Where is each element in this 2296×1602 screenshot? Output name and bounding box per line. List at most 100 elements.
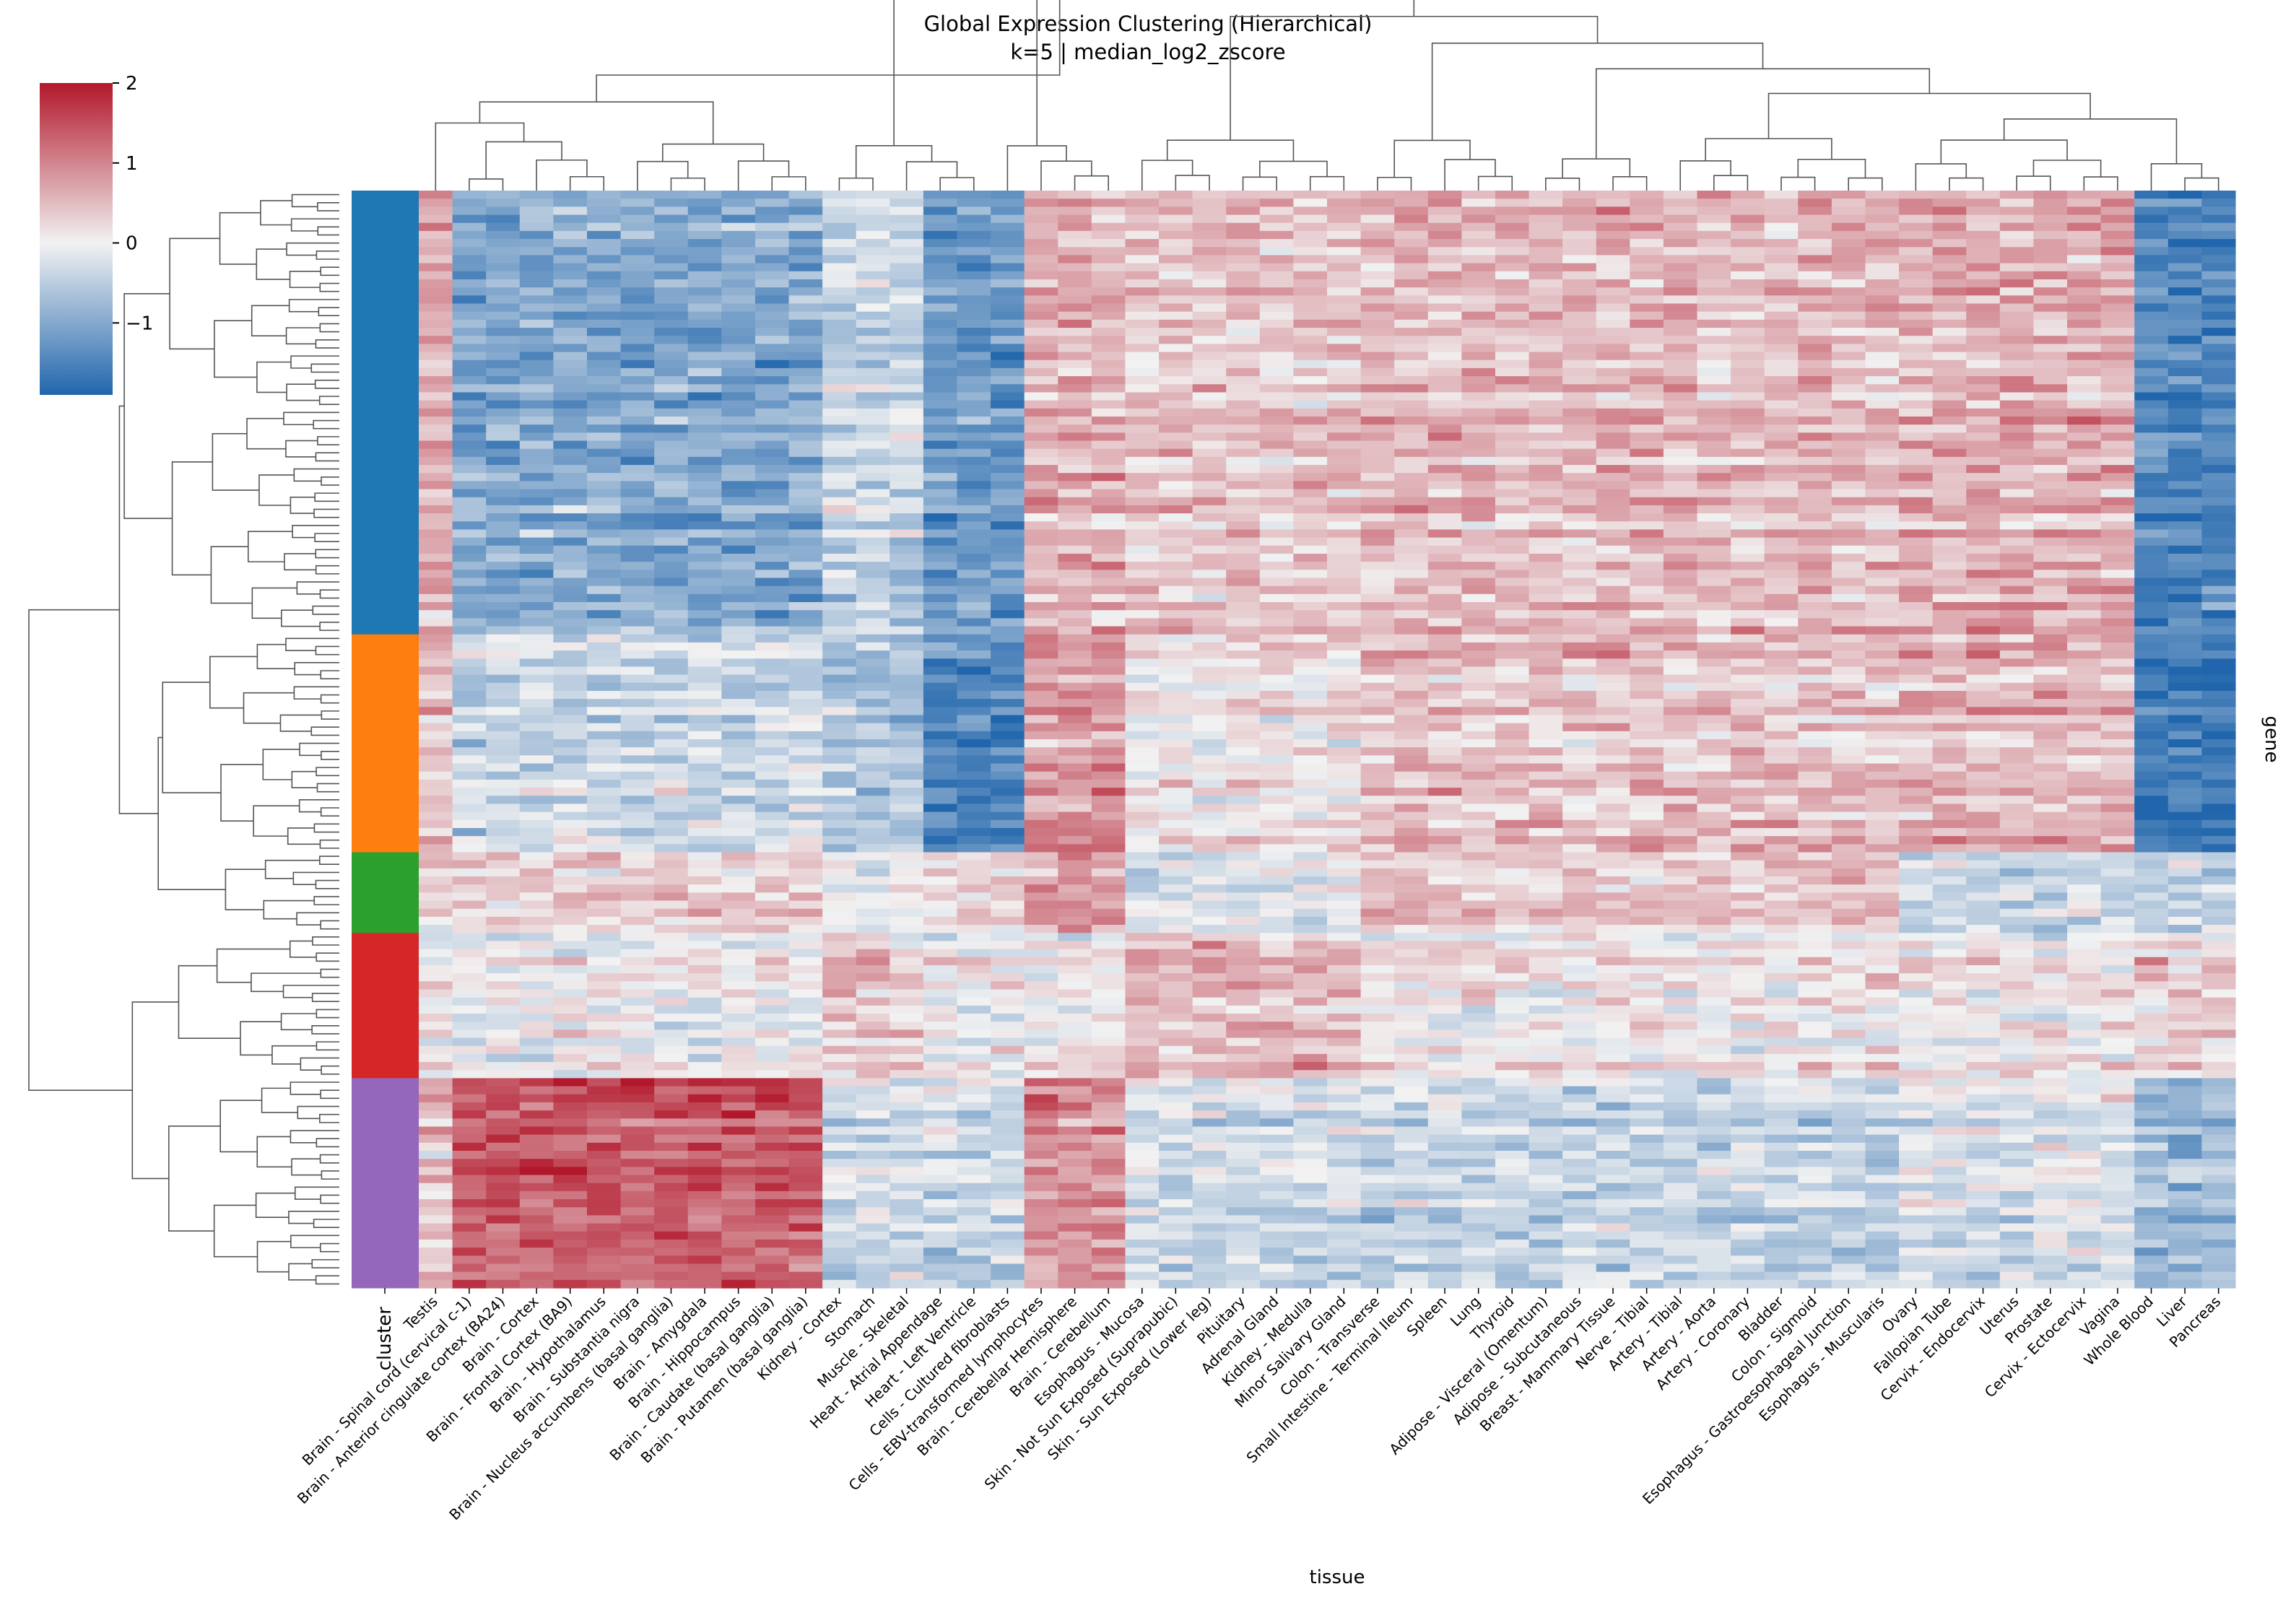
heatmap-cell: [587, 869, 621, 877]
heatmap-cell: [890, 788, 923, 796]
heatmap-cell: [654, 303, 688, 312]
heatmap-cell: [1731, 336, 1765, 344]
heatmap-cell: [1865, 780, 1899, 788]
heatmap-cell: [822, 264, 856, 272]
heatmap-cell: [587, 392, 621, 401]
heatmap-cell: [1899, 643, 1933, 651]
heatmap-cell: [1159, 336, 1193, 344]
heatmap-cell: [2201, 715, 2235, 723]
heatmap-cell: [1025, 707, 1058, 715]
heatmap-cell: [755, 239, 789, 248]
heatmap-cell: [721, 223, 755, 232]
heatmap-cell: [1159, 707, 1193, 715]
heatmap-cell: [1765, 231, 1799, 240]
heatmap-cell: [2000, 635, 2034, 643]
heatmap-cell: [621, 772, 655, 780]
heatmap-cell: [1765, 247, 1799, 256]
heatmap-cell: [1731, 764, 1765, 772]
heatmap-cell: [1092, 199, 1126, 207]
heatmap-cell: [2033, 884, 2067, 893]
heatmap-cell: [1865, 554, 1899, 562]
heatmap-cell: [1428, 287, 1462, 296]
heatmap-cell: [1226, 344, 1260, 352]
heatmap-cell: [2201, 215, 2235, 224]
heatmap-cell: [1966, 731, 2000, 740]
heatmap-cell: [1428, 820, 1462, 829]
heatmap-cell: [2067, 360, 2101, 369]
heatmap-cell: [1428, 360, 1462, 369]
heatmap-cell: [1933, 295, 1967, 304]
heatmap-cell: [1697, 417, 1731, 425]
heatmap-cell: [1664, 271, 1697, 280]
heatmap-cell: [1428, 602, 1462, 611]
heatmap-cell: [1731, 780, 1765, 788]
heatmap-cell: [1495, 465, 1529, 474]
dendrogram-link: [316, 251, 339, 259]
heatmap-cell: [1159, 199, 1193, 207]
heatmap-cell: [1529, 772, 1563, 780]
heatmap-cell: [923, 538, 957, 547]
heatmap-cell: [1664, 731, 1697, 740]
heatmap-cell: [1327, 376, 1361, 385]
dendrogram-link: [316, 566, 339, 574]
heatmap-cell: [1193, 747, 1227, 756]
heatmap-cell: [1832, 723, 1866, 732]
heatmap-cell: [1495, 199, 1529, 207]
heatmap-cell: [1058, 336, 1092, 344]
heatmap-cell: [1966, 796, 2000, 804]
heatmap-cell: [856, 683, 890, 692]
heatmap-cell: [2067, 788, 2101, 796]
heatmap-cell: [1630, 481, 1664, 489]
heatmap-cell: [1361, 199, 1395, 207]
heatmap-cell: [1394, 538, 1428, 547]
heatmap-cell: [2134, 796, 2168, 804]
heatmap-cell: [856, 747, 890, 756]
heatmap-cell: [419, 312, 453, 321]
heatmap-cell: [1596, 602, 1630, 611]
heatmap-cell: [1798, 360, 1832, 369]
heatmap-cell: [890, 650, 923, 659]
heatmap-cell: [2201, 876, 2235, 885]
heatmap-cell: [1058, 876, 1092, 885]
heatmap-cell: [890, 892, 923, 901]
heatmap-cell: [1664, 303, 1697, 312]
heatmap-cell: [1933, 635, 1967, 643]
heatmap-cell: [1664, 739, 1697, 748]
heatmap-cell: [1293, 828, 1327, 837]
heatmap-cell: [1092, 627, 1126, 635]
heatmap-cell: [621, 303, 655, 312]
dendrogram-link: [1243, 177, 1277, 191]
heatmap-cell: [2134, 368, 2168, 377]
heatmap-cell: [1092, 320, 1126, 328]
heatmap-cell: [2000, 271, 2034, 280]
heatmap-cell: [1361, 312, 1395, 321]
heatmap-cell: [1966, 505, 2000, 514]
heatmap-cell: [2134, 658, 2168, 667]
heatmap-cell: [654, 497, 688, 506]
heatmap-cell: [1260, 780, 1294, 788]
heatmap-cell: [1529, 425, 1563, 433]
heatmap-cell: [1697, 755, 1731, 764]
heatmap-cell: [587, 191, 621, 199]
heatmap-cell: [1125, 869, 1159, 877]
heatmap-cell: [1562, 755, 1596, 764]
heatmap-cell: [1798, 788, 1832, 796]
heatmap-cell: [1428, 247, 1462, 256]
heatmap-cell: [1495, 764, 1529, 772]
heatmap-cell: [419, 780, 453, 788]
heatmap-cell: [1428, 271, 1462, 280]
heatmap-cell: [1394, 417, 1428, 425]
heatmap-cell: [1461, 747, 1495, 756]
heatmap-cell: [2033, 425, 2067, 433]
heatmap-cell: [755, 796, 789, 804]
heatmap-cell: [1664, 578, 1697, 586]
heatmap-cell: [856, 401, 890, 409]
heatmap-cell: [1025, 780, 1058, 788]
heatmap-cell: [1664, 513, 1697, 522]
heatmap-cell: [1966, 852, 2000, 861]
heatmap-cell: [1226, 715, 1260, 723]
heatmap-cell: [991, 449, 1025, 458]
heatmap-cell: [520, 772, 554, 780]
heatmap-cell: [957, 739, 991, 748]
heatmap-cell: [2101, 206, 2135, 215]
